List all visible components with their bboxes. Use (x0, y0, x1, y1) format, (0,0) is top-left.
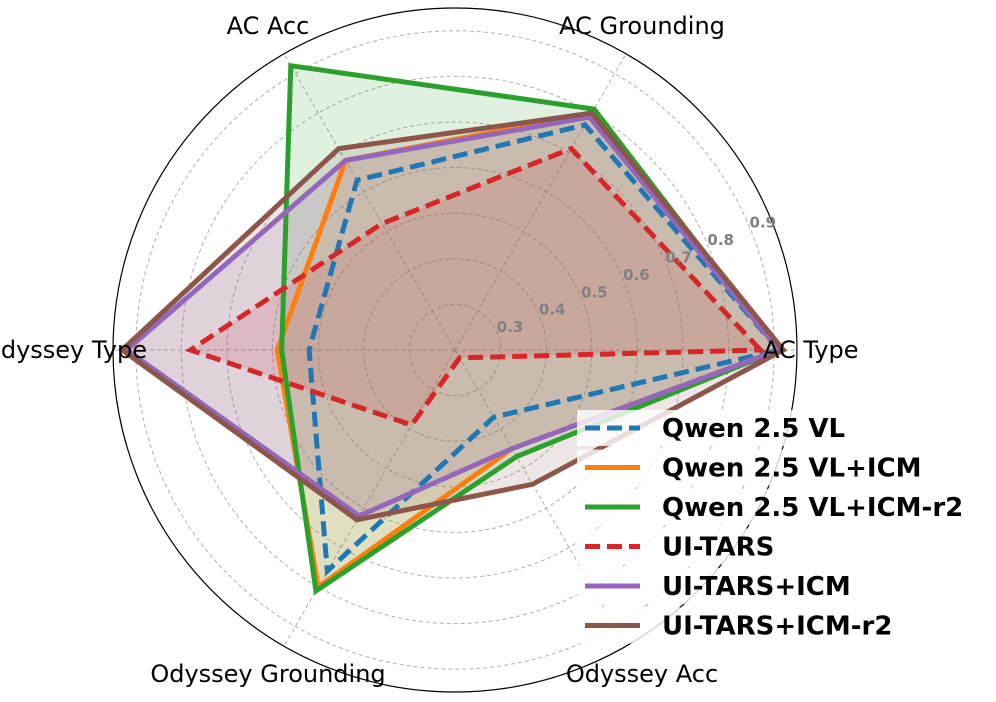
series-line-5 (118, 110, 788, 523)
series-fill-1 (277, 113, 779, 587)
legend-label-4: UI-TARS+ICM (662, 572, 851, 602)
legend-label-3: UI-TARS (662, 533, 774, 563)
legend-backdrop (577, 489, 977, 525)
series-line-layer (118, 62, 788, 596)
axis-label: AC Type (763, 336, 859, 364)
axis-label: Odyssey Acc (566, 660, 718, 688)
legend-backdrop (577, 449, 977, 486)
series-line-0 (306, 122, 784, 577)
legend-backdrop (577, 410, 977, 446)
axis-label: AC Grounding (559, 12, 725, 40)
radial-tick-label: 0.4 (539, 301, 566, 319)
legend-label-5: UI-TARS+ICM-r2 (662, 612, 892, 642)
series-line-3 (184, 145, 767, 428)
legend-backdrop (577, 568, 977, 604)
legend-label-1: Qwen 2.5 VL+ICM (662, 454, 922, 484)
radial-tick-label: 0.9 (750, 213, 777, 231)
legend: Qwen 2.5 VL Qwen 2.5 VL+ICM Qwen 2.5 VL+IC… (577, 410, 977, 644)
radial-tick-label: 0.5 (581, 283, 608, 301)
grid-spoke (454, 349, 627, 647)
radial-tick-label: 0.8 (707, 231, 734, 249)
radial-tick-label: 0.6 (623, 266, 650, 284)
series-fill-3 (190, 148, 761, 425)
grid-spoke (283, 53, 456, 351)
legend-backdrop (577, 528, 977, 565)
legend-label-0: Qwen 2.5 VL (662, 414, 845, 444)
radial-tick-label: 0.7 (665, 248, 692, 266)
series-line-4 (122, 114, 783, 519)
label-layer: 0.3 0.4 0.5 0.6 0.7 0.8 0.9 AC Type AC Grounding… (0, 12, 859, 688)
radial-tick-label: 0.3 (497, 318, 524, 336)
axis-label: Odyssey Type (0, 336, 147, 364)
series-line-2 (279, 62, 783, 596)
axis-label: Odyssey Grounding (150, 660, 385, 688)
grid-spoke (283, 349, 456, 647)
axis-label: AC Acc (227, 12, 310, 40)
legend-label-2: Qwen 2.5 VL+ICM-r2 (662, 493, 963, 523)
legend-backdrop (577, 607, 977, 644)
grid-spoke (454, 53, 627, 351)
polar-frame (112, 7, 798, 693)
